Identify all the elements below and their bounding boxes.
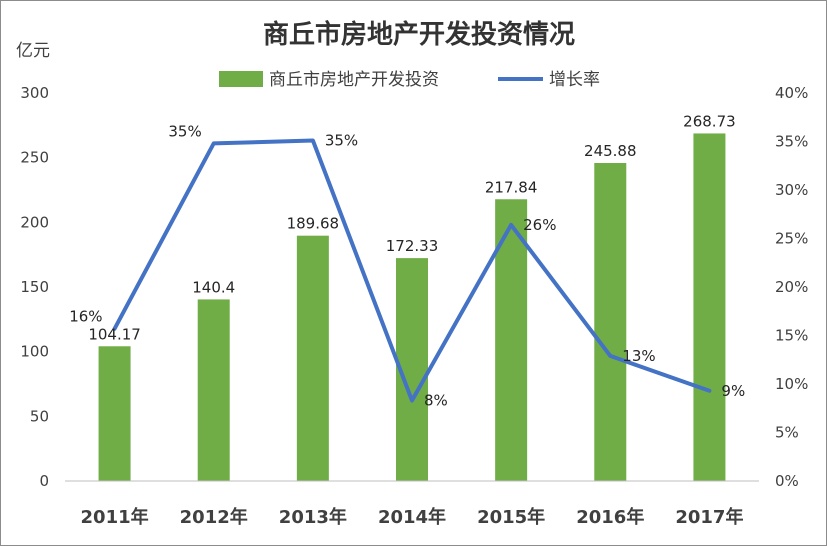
bar-data-label: 189.68 (287, 215, 340, 233)
line-data-label: 13% (622, 347, 655, 365)
y2-tick-label: 40% (775, 84, 808, 102)
bar-series (98, 133, 726, 482)
bar (693, 133, 726, 481)
y2-tick-label: 5% (775, 424, 799, 442)
bar (197, 299, 230, 481)
line-series (112, 138, 712, 403)
bar (98, 346, 131, 481)
legend-label-growth-rate: 增长率 (549, 70, 600, 90)
bar-data-labels: 104.17 140.4 189.68 172.33 217.84 245.88 268.7… (88, 112, 735, 343)
y-tick-label: 250 (20, 149, 49, 167)
y-tick-label: 200 (20, 213, 49, 231)
bar-data-label: 140.4 (192, 278, 235, 296)
y2-tick-label: 0% (775, 472, 799, 490)
y-axis-unit: 亿元 (16, 41, 50, 61)
growth-rate-line (112, 138, 712, 403)
bar-data-label: 268.73 (683, 112, 736, 130)
line-data-label: 26% (523, 216, 556, 234)
y-axis-left: 0 50 100 150 200 250 300 (20, 84, 49, 490)
x-tick-label: 2012年 (180, 506, 248, 528)
line-data-label: 8% (424, 391, 448, 409)
line-data-label: 35% (325, 132, 358, 150)
line-data-label: 9% (721, 382, 745, 400)
y-tick-label: 100 (20, 343, 49, 361)
line-data-labels: 16% 35% 35% 8% 26% 13% 9% (69, 122, 745, 409)
x-axis-categories: 2011年 2012年 2013年 2014年 2015年 2016年 2017年 (81, 506, 744, 528)
x-tick-label: 2014年 (378, 506, 446, 528)
y2-tick-label: 20% (775, 278, 808, 296)
y-axis-right: 0% 5% 10% 15% 20% 25% 30% 35% 40% (775, 84, 808, 490)
y2-tick-label: 25% (775, 230, 808, 248)
x-tick-label: 2016年 (576, 506, 644, 528)
y-tick-label: 50 (30, 407, 49, 425)
bar-data-label: 245.88 (584, 142, 637, 160)
line-data-label: 35% (168, 122, 201, 140)
bar-data-label: 104.17 (88, 325, 141, 343)
legend-swatch-investment (219, 71, 263, 87)
y-tick-label: 0 (39, 472, 49, 490)
y-tick-label: 150 (20, 278, 49, 296)
y2-tick-label: 15% (775, 327, 808, 345)
legend-label-investment: 商丘市房地产开发投资 (269, 70, 439, 90)
y2-tick-label: 30% (775, 181, 808, 199)
x-tick-label: 2015年 (477, 506, 545, 528)
x-tick-label: 2017年 (675, 506, 743, 528)
y2-tick-label: 35% (775, 133, 808, 151)
x-tick-label: 2013年 (279, 506, 347, 528)
x-tick-label: 2011年 (81, 506, 149, 528)
bar (594, 162, 627, 482)
y2-tick-label: 10% (775, 375, 808, 393)
bar-data-label: 217.84 (485, 178, 538, 196)
y-tick-label: 300 (20, 84, 49, 102)
bar (296, 235, 329, 481)
bar-data-label: 172.33 (386, 237, 439, 255)
line-data-label: 16% (69, 308, 102, 326)
legend: 商丘市房地产开发投资 增长率 (219, 70, 600, 90)
chart-title: 商丘市房地产开发投资情况 (263, 19, 575, 50)
